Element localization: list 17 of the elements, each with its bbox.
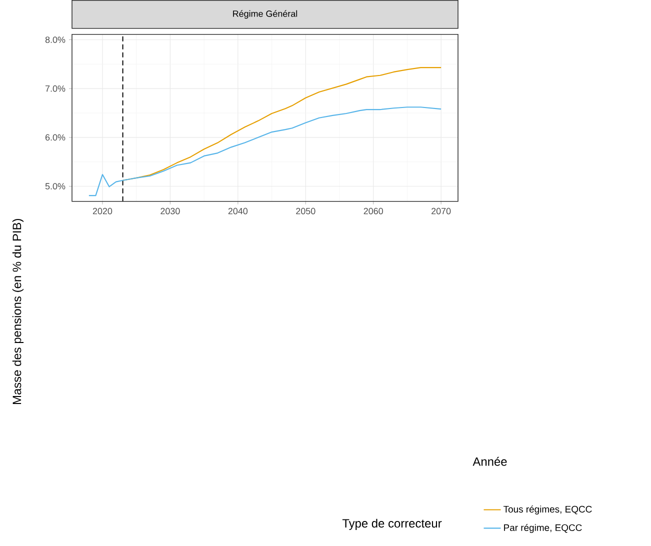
y-axis-title: Masse des pensions (en % du PIB) bbox=[12, 218, 24, 404]
x-tick-label: 2050 bbox=[296, 208, 316, 214]
y-tick-label: 5.0% bbox=[45, 182, 66, 190]
chart-title: Régime Général bbox=[233, 10, 298, 18]
y-tick-label: 6.0% bbox=[45, 134, 66, 140]
legend-label: Tous régimes, EQCC bbox=[504, 505, 592, 514]
line-series bbox=[88, 106, 442, 196]
legend-title: Type de correcteur bbox=[342, 518, 442, 530]
x-tick-label: 2020 bbox=[92, 208, 112, 214]
text: Année bbox=[472, 456, 507, 466]
y-tick-label: 8.0% bbox=[45, 36, 66, 43]
x-tick-label: 2040 bbox=[228, 208, 248, 214]
y-tick-label: 7.0% bbox=[45, 85, 66, 92]
x-tick-label: 2070 bbox=[432, 208, 451, 214]
legend-label: Par régime, EQCC bbox=[504, 524, 582, 533]
x-tick-label: 2060 bbox=[364, 208, 383, 214]
x-tick-label: 2030 bbox=[160, 208, 180, 214]
